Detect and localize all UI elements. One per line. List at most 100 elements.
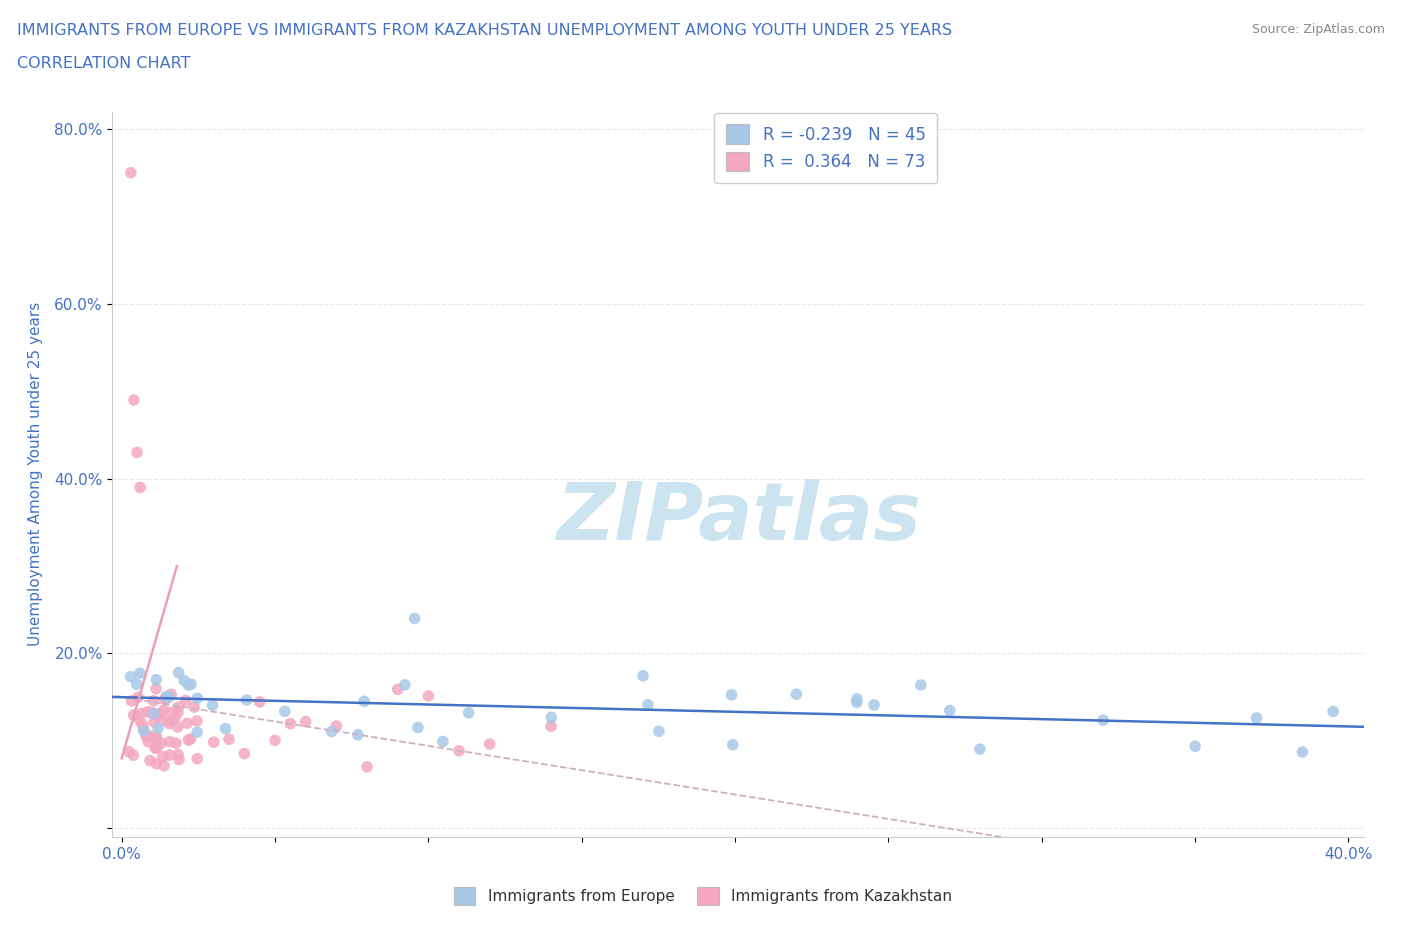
Point — [165, 711, 187, 725]
Point — [159, 735, 181, 750]
Point — [125, 445, 148, 460]
Point — [122, 708, 145, 723]
Point — [264, 733, 287, 748]
Point — [540, 719, 562, 734]
Point — [139, 729, 162, 744]
Point — [152, 750, 174, 764]
Point — [863, 698, 886, 712]
Point — [145, 682, 167, 697]
Point — [159, 748, 181, 763]
Point — [167, 665, 190, 680]
Point — [155, 691, 177, 706]
Point — [540, 710, 562, 724]
Point — [631, 669, 654, 684]
Point — [478, 737, 501, 751]
Point — [166, 720, 188, 735]
Point — [1246, 711, 1268, 725]
Point — [159, 705, 181, 720]
Point — [202, 735, 225, 750]
Point — [406, 720, 429, 735]
Point — [153, 758, 176, 773]
Point — [145, 707, 167, 722]
Point — [214, 721, 236, 736]
Point — [637, 698, 659, 712]
Point — [176, 716, 198, 731]
Point — [347, 727, 370, 742]
Text: CORRELATION CHART: CORRELATION CHART — [17, 56, 190, 71]
Point — [186, 724, 208, 739]
Point — [186, 713, 208, 728]
Point — [201, 698, 224, 712]
Point — [157, 690, 180, 705]
Point — [325, 719, 347, 734]
Text: Source: ZipAtlas.com: Source: ZipAtlas.com — [1251, 23, 1385, 36]
Point — [150, 736, 173, 751]
Point — [136, 728, 159, 743]
Point — [143, 740, 166, 755]
Point — [233, 746, 256, 761]
Point — [167, 705, 190, 720]
Point — [120, 669, 142, 684]
Point — [150, 713, 173, 728]
Point — [648, 724, 671, 738]
Point — [132, 724, 155, 738]
Point — [149, 707, 172, 722]
Point — [432, 734, 454, 749]
Point — [418, 688, 440, 703]
Point — [157, 716, 180, 731]
Point — [127, 690, 149, 705]
Text: IMMIGRANTS FROM EUROPE VS IMMIGRANTS FROM KAZAKHSTAN UNEMPLOYMENT AMONG YOUTH UN: IMMIGRANTS FROM EUROPE VS IMMIGRANTS FRO… — [17, 23, 952, 38]
Point — [165, 736, 187, 751]
Point — [153, 693, 176, 708]
Point — [141, 705, 163, 720]
Point — [146, 740, 169, 755]
Point — [138, 735, 160, 750]
Point — [120, 166, 142, 180]
Point — [218, 732, 240, 747]
Point — [146, 721, 169, 736]
Point — [160, 713, 183, 728]
Point — [143, 714, 166, 729]
Point — [128, 666, 150, 681]
Point — [167, 752, 190, 767]
Point — [145, 728, 167, 743]
Point — [179, 732, 201, 747]
Point — [910, 678, 932, 693]
Point — [1092, 712, 1115, 727]
Point — [139, 753, 162, 768]
Point — [131, 716, 153, 731]
Point — [132, 719, 155, 734]
Point — [135, 727, 157, 742]
Point — [131, 706, 153, 721]
Point — [136, 704, 159, 719]
Text: ZIPatlas: ZIPatlas — [555, 479, 921, 557]
Point — [122, 392, 145, 407]
Point — [294, 714, 316, 729]
Point — [280, 716, 302, 731]
Point — [142, 706, 165, 721]
Legend: R = -0.239   N = 45, R =  0.364   N = 73: R = -0.239 N = 45, R = 0.364 N = 73 — [714, 113, 938, 183]
Point — [387, 682, 409, 697]
Point — [249, 695, 271, 710]
Point — [235, 693, 257, 708]
Point — [186, 691, 208, 706]
Point — [127, 711, 149, 725]
Point — [160, 687, 183, 702]
Point — [122, 748, 145, 763]
Point — [167, 747, 190, 762]
Point — [274, 704, 297, 719]
Point — [174, 693, 197, 708]
Point — [142, 694, 165, 709]
Point — [121, 694, 143, 709]
Legend: Immigrants from Europe, Immigrants from Kazakhstan: Immigrants from Europe, Immigrants from … — [449, 882, 957, 911]
Point — [173, 673, 195, 688]
Point — [457, 705, 479, 720]
Point — [1291, 745, 1313, 760]
Point — [846, 691, 869, 706]
Point — [129, 480, 152, 495]
Point — [145, 756, 167, 771]
Point — [149, 707, 172, 722]
Point — [721, 737, 744, 752]
Point — [1322, 704, 1344, 719]
Point — [720, 687, 742, 702]
